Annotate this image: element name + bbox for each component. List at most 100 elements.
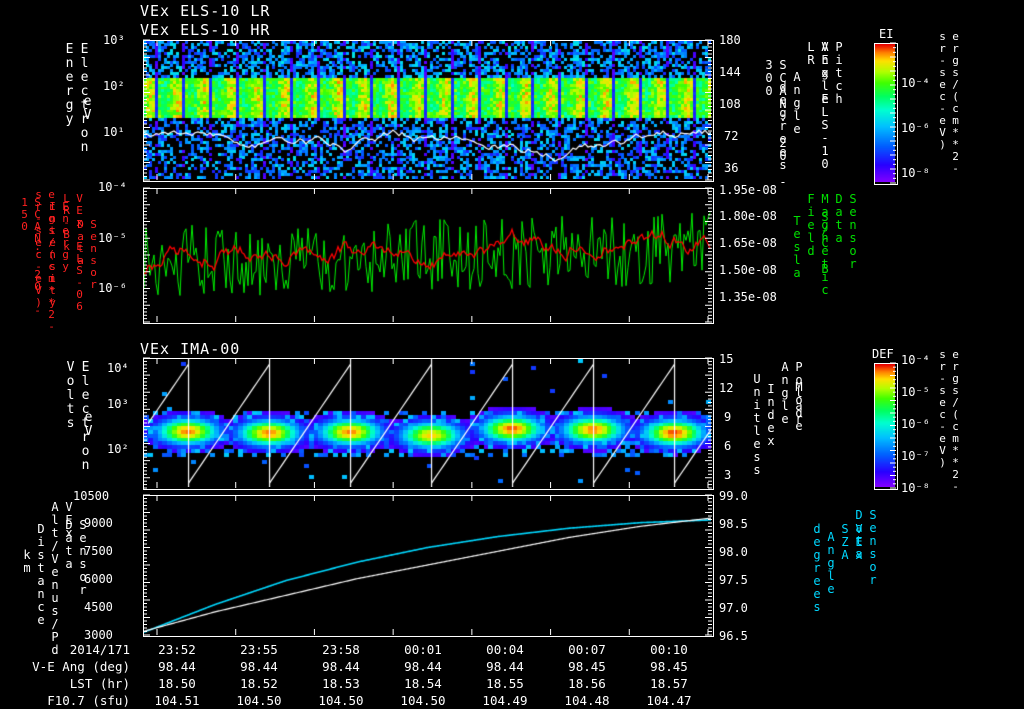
bottom-table-cell: 18.53 (322, 676, 360, 691)
panel4-ytick-5: 3000 (84, 628, 113, 642)
panel3-y2tick-1: 12 (719, 381, 734, 395)
panel1-ytick-2: 10¹ (103, 125, 125, 139)
panel1-cbtick-0: 10⁻⁴ (901, 76, 930, 90)
bottom-table-cell: 98.45 (650, 659, 688, 674)
panel3-y2tick-4: 3 (724, 468, 732, 482)
panel1-colorbar-units: ergs/(cm**2-sr-sec-eV) (936, 30, 962, 174)
panel3-heatmap-canvas (144, 359, 711, 487)
bottom-table-cell: 18.56 (568, 676, 606, 691)
panel3-y2tick-0: 15 (719, 352, 734, 366)
panel1-ytick-0: 10³ (103, 33, 125, 47)
panel3-cbtick-4: 10⁻⁸ (901, 481, 930, 495)
bottom-table-cell: 104.50 (236, 693, 282, 708)
bottom-table-cell: 98.44 (404, 659, 442, 674)
bottom-table-row-label: F10.7 (sfu) (47, 693, 130, 708)
bottom-table-cell: 00:01 (404, 642, 442, 657)
panel4-ytick-1: 9000 (84, 516, 113, 530)
bottom-table-cell: 23:55 (240, 642, 278, 657)
panel3-ytick-1: 10³ (107, 397, 129, 411)
panel1-ytick-1: 10² (103, 79, 125, 93)
panel2-line-canvas (144, 189, 711, 321)
panel4-y2tick-5: 96.5 (719, 629, 748, 643)
panel2-y2tick-1: 1.80e-08 (719, 209, 777, 223)
panel1-colorbar-canvas (875, 44, 895, 182)
panel3-colorbar-name: DEF (872, 347, 894, 361)
panel1-title-lr: VEx ELS-10 LR (140, 2, 271, 20)
bottom-table-cell: 23:52 (158, 642, 196, 657)
bottom-table-row: F10.7 (sfu) 104.51 104.50 104.50 104.50 104.4… (12, 692, 710, 709)
panel2-y2tick-4: 1.35e-08 (719, 290, 777, 304)
panel1-y2tick-0: 180 (719, 33, 741, 47)
panel4-y2tick-3: 97.5 (719, 573, 748, 587)
panel1-heatmap-canvas (144, 41, 711, 179)
panel1-cbtick-1: 10⁻⁶ (901, 121, 930, 135)
bottom-table-cell: 98.45 (568, 659, 606, 674)
bottom-table-cell: 98.44 (486, 659, 524, 674)
panel4-y2tick-4: 97.0 (719, 601, 748, 615)
panel2-ytick-0: 10⁻⁴ (98, 180, 127, 194)
panel1-y2tick-3: 72 (724, 129, 739, 143)
panel4-plot (143, 495, 714, 637)
panel1-y2tick-1: 144 (719, 65, 741, 79)
bottom-table-row: LST (hr) 18.50 18.52 18.53 18.54 18.55 18.56 18… (12, 675, 710, 692)
panel1-colorbar-name: EI (879, 27, 894, 41)
panel2-y2tick-3: 1.50e-08 (719, 263, 777, 277)
bottom-table-row: 2014/171 23:52 23:55 23:58 00:01 00:04 00:07 00… (12, 641, 710, 658)
bottom-table-cell: 18.52 (240, 676, 278, 691)
panel2-ytick-1: 10⁻⁵ (98, 231, 127, 245)
panel4-ytick-4: 4500 (84, 600, 113, 614)
panel3-y2tick-2: 9 (724, 410, 732, 424)
bottom-table-row-label: 2014/171 (69, 642, 130, 657)
panel2-y2tick-2: 1.65e-08 (719, 236, 777, 250)
panel3-plot (143, 358, 714, 490)
bottom-table-cell: 98.44 (322, 659, 360, 674)
panel3-cbtick-3: 10⁻⁷ (901, 449, 930, 463)
panel4-ytick-3: 6000 (84, 572, 113, 586)
bottom-table-cell: 00:04 (486, 642, 524, 657)
panel3-cbtick-2: 10⁻⁶ (901, 417, 930, 431)
panel1-colorbar (874, 43, 898, 185)
bottom-table-cell: 23:58 (322, 642, 360, 657)
bottom-table-cell: 104.48 (564, 693, 610, 708)
panel4-y2tick-2: 98.0 (719, 545, 748, 559)
bottom-table-cell: 104.49 (482, 693, 528, 708)
bottom-axis-table: 2014/171 23:52 23:55 23:58 00:01 00:04 00:07 00… (12, 641, 710, 709)
panel1-cbtick-2: 10⁻⁸ (901, 166, 930, 180)
panel4-line-canvas (144, 496, 711, 634)
bottom-table-cell: 18.55 (486, 676, 524, 691)
bottom-table-row-label: V-E Ang (deg) (32, 659, 130, 674)
panel2-plot (143, 188, 714, 324)
panel3-ytick-2: 10² (107, 442, 129, 456)
bottom-table-cell: 18.50 (158, 676, 196, 691)
bottom-table-cell: 104.50 (318, 693, 364, 708)
bottom-table-cell: 104.50 (400, 693, 446, 708)
panel1-plot (143, 40, 714, 182)
panel3-colorbar-units: ergs/(cm**2-sr-sec-eV) (936, 348, 962, 492)
bottom-table-cell: 18.57 (650, 676, 688, 691)
panel2-ytick-2: 10⁻⁶ (98, 281, 127, 295)
panel3-y2tick-3: 6 (724, 439, 732, 453)
bottom-table-cell: 98.44 (158, 659, 196, 674)
panel1-y2tick-4: 36 (724, 161, 739, 175)
panel3-colorbar-canvas (875, 364, 895, 487)
panel4-y2tick-1: 98.5 (719, 517, 748, 531)
panel3-ytick-0: 10⁴ (107, 361, 129, 375)
bottom-table-cell: 104.47 (646, 693, 692, 708)
bottom-table-row-label: LST (hr) (69, 676, 130, 691)
bottom-table-cell: 104.51 (154, 693, 200, 708)
panel4-ytick-2: 7500 (84, 544, 113, 558)
panel4-y2tick-0: 99.0 (719, 489, 748, 503)
bottom-table-cell: 00:07 (568, 642, 606, 657)
bottom-table-cell: 18.54 (404, 676, 442, 691)
panel1-title-hr: VEx ELS-10 HR (140, 21, 271, 39)
bottom-table-row: V-E Ang (deg) 98.44 98.44 98.44 98.44 98.44 98… (12, 658, 710, 675)
panel1-y2tick-2: 108 (719, 97, 741, 111)
bottom-table-cell: 00:10 (650, 642, 688, 657)
panel3-colorbar (874, 363, 898, 490)
panel2-y2tick-0: 1.95e-08 (719, 183, 777, 197)
panel3-cbtick-1: 10⁻⁵ (901, 385, 930, 399)
panel3-cbtick-0: 10⁻⁴ (901, 353, 930, 367)
panel4-ytick-0: 10500 (73, 489, 110, 503)
bottom-table-cell: 98.44 (240, 659, 278, 674)
